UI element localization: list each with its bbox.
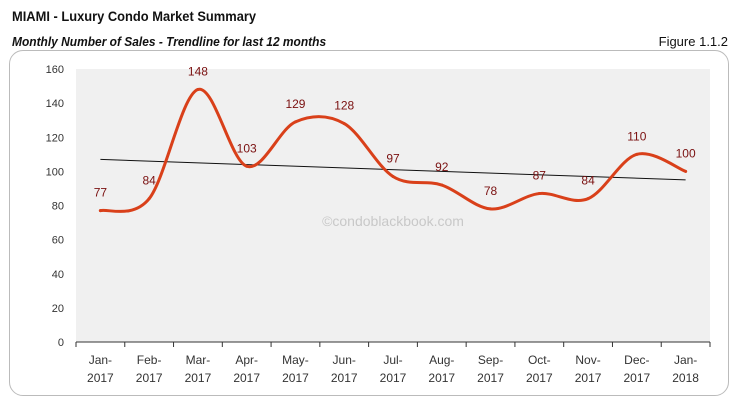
x-tick-label: 2017 xyxy=(477,371,504,385)
data-point xyxy=(489,207,493,211)
y-tick-label: 20 xyxy=(52,303,64,315)
x-tick-label: 2017 xyxy=(185,371,212,385)
x-tick-label: Sep- xyxy=(478,353,503,367)
data-point xyxy=(196,87,200,91)
data-point xyxy=(586,197,590,201)
chart-subtitle: Monthly Number of Sales - Trendline for … xyxy=(12,34,327,49)
watermark: ©condoblackbook.com xyxy=(322,213,464,229)
x-tick-label: Oct- xyxy=(528,353,551,367)
x-tick-label: Jul- xyxy=(383,353,402,367)
data-point xyxy=(684,169,688,173)
trendline xyxy=(100,158,686,181)
x-tick-label: 2017 xyxy=(233,371,260,385)
data-point xyxy=(293,120,297,124)
x-tick-label: Jan- xyxy=(89,353,112,367)
x-tick-label: Nov- xyxy=(575,353,600,367)
data-point xyxy=(98,209,102,213)
data-label: 77 xyxy=(94,186,108,200)
x-tick-label: 2018 xyxy=(672,371,699,385)
x-tick-label: 2017 xyxy=(575,371,602,385)
x-tick-label: May- xyxy=(282,353,309,367)
x-tick-label: Apr- xyxy=(235,353,258,367)
data-label: 87 xyxy=(533,169,547,183)
x-tick-label: 2017 xyxy=(331,371,358,385)
x-tick-label: Jun- xyxy=(333,353,356,367)
y-tick-label: 120 xyxy=(46,132,64,144)
data-point xyxy=(245,164,249,168)
figure-number: Figure 1.1.2 xyxy=(658,34,728,49)
x-tick-label: Mar- xyxy=(186,353,211,367)
x-tick-label: 2017 xyxy=(428,371,455,385)
data-point xyxy=(342,122,346,126)
data-label: 128 xyxy=(334,99,354,113)
x-tick-label: 2017 xyxy=(282,371,309,385)
x-tick-label: 2017 xyxy=(136,371,163,385)
data-point xyxy=(391,174,395,178)
data-point xyxy=(635,152,639,156)
x-tick-label: Feb- xyxy=(137,353,162,367)
y-tick-label: 0 xyxy=(58,337,64,349)
data-label: 103 xyxy=(237,141,257,155)
data-label: 92 xyxy=(435,160,449,174)
data-label: 110 xyxy=(627,129,646,143)
data-label: 100 xyxy=(676,146,696,160)
y-tick-label: 60 xyxy=(52,235,64,247)
data-point xyxy=(537,192,541,196)
data-label: 84 xyxy=(581,174,595,188)
plot-area xyxy=(76,69,710,342)
x-tick-label: Dec- xyxy=(624,353,649,367)
x-tick-label: 2017 xyxy=(526,371,553,385)
x-tick-label: 2017 xyxy=(380,371,407,385)
data-label: 129 xyxy=(285,97,305,111)
x-tick-label: Jan- xyxy=(674,353,697,367)
data-point xyxy=(147,197,151,201)
page-title: MIAMI - Luxury Condo Market Summary xyxy=(12,8,257,24)
x-tick-label: 2017 xyxy=(87,371,114,385)
y-tick-label: 100 xyxy=(46,166,64,178)
data-label: 78 xyxy=(484,184,498,198)
data-point xyxy=(440,183,444,187)
x-tick-label: Aug- xyxy=(429,353,454,367)
y-tick-label: 160 xyxy=(46,64,64,76)
data-label: 148 xyxy=(188,64,208,78)
x-tick-label: 2017 xyxy=(623,371,650,385)
data-label: 97 xyxy=(386,151,400,165)
data-label: 84 xyxy=(142,174,156,188)
y-tick-label: 40 xyxy=(52,269,64,281)
y-tick-label: 80 xyxy=(52,201,64,213)
y-tick-label: 140 xyxy=(46,98,64,110)
